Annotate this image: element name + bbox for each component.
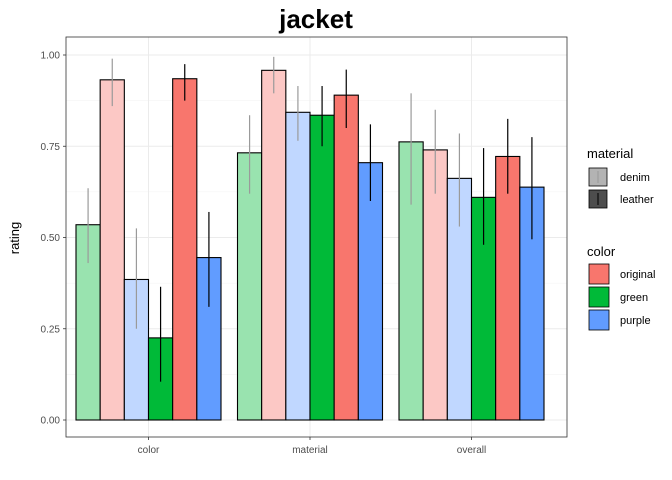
bar-overall-leather-original xyxy=(495,155,521,421)
y-tick-label: 0.75 xyxy=(41,142,61,153)
x-tick-label: color xyxy=(138,445,160,456)
legend-label-green: green xyxy=(620,292,648,304)
panel-border xyxy=(65,36,568,438)
x-axis-ticks: color material overall xyxy=(138,437,486,456)
x-tick-label: overall xyxy=(457,445,486,456)
legend-key-original xyxy=(588,263,610,285)
y-axis-ticks: 0.00 0.25 0.50 0.75 1.00 xyxy=(41,51,66,427)
legend-key-green xyxy=(588,286,610,308)
plot-panel xyxy=(65,36,568,438)
legend-color: color original green purple xyxy=(587,244,655,331)
bar-material-denim-purple xyxy=(285,111,311,421)
bar-overall-denim-original xyxy=(422,149,448,421)
legend-key-purple xyxy=(588,309,610,331)
bar-color-leather-original xyxy=(172,78,198,421)
x-tick-label: material xyxy=(292,445,328,456)
legend-label-denim: denim xyxy=(620,172,650,184)
y-tick-label: 0.00 xyxy=(41,416,61,427)
legend-color-title: color xyxy=(587,244,616,259)
legend-label-original: original xyxy=(620,269,655,281)
legend-material: material denim leather xyxy=(587,146,654,209)
bar-material-denim-original xyxy=(261,69,287,421)
bar-color-denim-original xyxy=(99,79,125,421)
legend-label-leather: leather xyxy=(620,194,654,206)
bar-material-leather-original xyxy=(333,94,359,421)
y-axis-label: rating xyxy=(7,222,22,255)
legend-material-title: material xyxy=(587,146,633,161)
legend-label-purple: purple xyxy=(620,315,651,327)
error-bars xyxy=(87,56,533,382)
y-tick-label: 0.50 xyxy=(41,233,61,244)
bar-material-leather-purple xyxy=(357,162,384,421)
y-tick-label: 1.00 xyxy=(41,51,61,62)
y-tick-label: 0.25 xyxy=(41,324,61,335)
bar-material-leather-green xyxy=(309,114,335,421)
chart-title: jacket xyxy=(278,4,353,34)
